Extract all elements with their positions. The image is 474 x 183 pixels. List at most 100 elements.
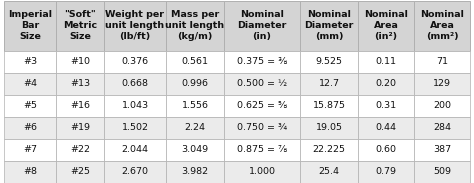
Bar (300, 139, 358, 160)
Text: #7: #7 (23, 145, 37, 154)
Bar (166, 51, 224, 72)
Text: Nominal
Area
(mm²): Nominal Area (mm²) (420, 10, 464, 41)
Text: 2.24: 2.24 (184, 123, 206, 132)
Text: 2.044: 2.044 (121, 145, 148, 154)
Text: 0.996: 0.996 (182, 79, 209, 88)
Text: #8: #8 (23, 167, 37, 176)
Text: 0.750 = ¾: 0.750 = ¾ (237, 123, 287, 132)
Text: #13: #13 (70, 79, 90, 88)
Text: 0.11: 0.11 (375, 57, 396, 66)
Text: 19.05: 19.05 (316, 123, 343, 132)
Bar (166, 117, 224, 139)
Text: #16: #16 (70, 101, 90, 110)
Bar (414, 117, 470, 139)
Bar (224, 139, 300, 160)
Text: 0.376: 0.376 (121, 57, 148, 66)
Bar (56, 139, 104, 160)
Text: 9.525: 9.525 (316, 57, 343, 66)
Bar (166, 160, 224, 182)
Text: #6: #6 (23, 123, 37, 132)
Text: Imperial
Bar
Size: Imperial Bar Size (8, 10, 52, 41)
Text: 0.31: 0.31 (375, 101, 397, 110)
Bar (300, 72, 358, 94)
Text: 0.625 = ⅝: 0.625 = ⅝ (237, 101, 287, 110)
Text: 0.875 = ⅞: 0.875 = ⅞ (237, 145, 287, 154)
Text: 15.875: 15.875 (312, 101, 346, 110)
Text: 509: 509 (433, 167, 451, 176)
Text: 129: 129 (433, 79, 451, 88)
Bar (4, 72, 56, 94)
Bar (358, 72, 414, 94)
Bar (414, 94, 470, 117)
Bar (104, 160, 166, 182)
Text: 0.500 = ½: 0.500 = ½ (237, 79, 287, 88)
Text: #22: #22 (70, 145, 90, 154)
Text: #3: #3 (23, 57, 37, 66)
Text: "Soft"
Metric
Size: "Soft" Metric Size (63, 10, 97, 41)
Bar (358, 94, 414, 117)
Text: 0.375 = ⅜: 0.375 = ⅜ (237, 57, 287, 66)
Bar (414, 139, 470, 160)
Bar (358, 51, 414, 72)
Bar (300, 51, 358, 72)
Bar (56, 1, 104, 51)
Bar (56, 72, 104, 94)
Bar (4, 117, 56, 139)
Text: 25.4: 25.4 (319, 167, 339, 176)
Text: 22.225: 22.225 (312, 145, 346, 154)
Text: 387: 387 (433, 145, 451, 154)
Bar (4, 51, 56, 72)
Text: #25: #25 (70, 167, 90, 176)
Bar (358, 1, 414, 51)
Bar (104, 72, 166, 94)
Bar (56, 117, 104, 139)
Bar (414, 1, 470, 51)
Bar (300, 117, 358, 139)
Bar (414, 51, 470, 72)
Bar (414, 160, 470, 182)
Bar (4, 160, 56, 182)
Bar (224, 160, 300, 182)
Bar (104, 94, 166, 117)
Text: 0.60: 0.60 (375, 145, 396, 154)
Bar (166, 1, 224, 51)
Bar (4, 94, 56, 117)
Text: 0.668: 0.668 (121, 79, 148, 88)
Text: 1.000: 1.000 (248, 167, 275, 176)
Bar (56, 160, 104, 182)
Bar (300, 94, 358, 117)
Bar (224, 1, 300, 51)
Text: 200: 200 (433, 101, 451, 110)
Text: Weight per
unit length
(lb/ft): Weight per unit length (lb/ft) (105, 10, 164, 41)
Text: #4: #4 (23, 79, 37, 88)
Bar (166, 139, 224, 160)
Text: 0.79: 0.79 (375, 167, 396, 176)
Bar (414, 72, 470, 94)
Text: 1.043: 1.043 (121, 101, 148, 110)
Text: 1.502: 1.502 (121, 123, 148, 132)
Text: 0.44: 0.44 (375, 123, 396, 132)
Bar (224, 72, 300, 94)
Text: Mass per
unit length
(kg/m): Mass per unit length (kg/m) (165, 10, 225, 41)
Bar (166, 72, 224, 94)
Bar (358, 117, 414, 139)
Bar (358, 139, 414, 160)
Bar (224, 51, 300, 72)
Text: #19: #19 (70, 123, 90, 132)
Text: 0.20: 0.20 (375, 79, 396, 88)
Text: 1.556: 1.556 (182, 101, 209, 110)
Bar (300, 1, 358, 51)
Bar (56, 94, 104, 117)
Text: 3.049: 3.049 (182, 145, 209, 154)
Bar (300, 160, 358, 182)
Bar (104, 117, 166, 139)
Bar (358, 160, 414, 182)
Text: #5: #5 (23, 101, 37, 110)
Bar (224, 117, 300, 139)
Bar (224, 94, 300, 117)
Bar (104, 1, 166, 51)
Bar (166, 94, 224, 117)
Text: Nominal
Area
(in²): Nominal Area (in²) (364, 10, 408, 41)
Text: 0.561: 0.561 (182, 57, 209, 66)
Bar (4, 1, 56, 51)
